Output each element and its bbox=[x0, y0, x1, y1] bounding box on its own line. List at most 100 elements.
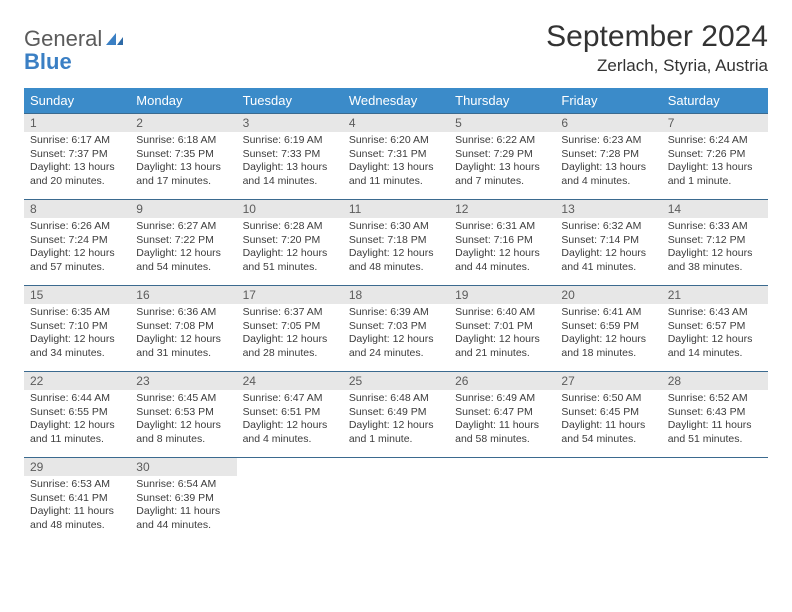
day-content: Sunrise: 6:44 AMSunset: 6:55 PMDaylight:… bbox=[24, 390, 130, 451]
calendar-body: 1Sunrise: 6:17 AMSunset: 7:37 PMDaylight… bbox=[24, 114, 768, 544]
day-number: 1 bbox=[24, 114, 130, 132]
day-number: 13 bbox=[555, 200, 661, 218]
day-cell: 12Sunrise: 6:31 AMSunset: 7:16 PMDayligh… bbox=[449, 200, 555, 286]
day-content: Sunrise: 6:26 AMSunset: 7:24 PMDaylight:… bbox=[24, 218, 130, 279]
day-number: 17 bbox=[237, 286, 343, 304]
day-content: Sunrise: 6:49 AMSunset: 6:47 PMDaylight:… bbox=[449, 390, 555, 451]
calendar-table: Sunday Monday Tuesday Wednesday Thursday… bbox=[24, 88, 768, 544]
weekday-header: Tuesday bbox=[237, 88, 343, 114]
day-number: 11 bbox=[343, 200, 449, 218]
day-number: 28 bbox=[662, 372, 768, 390]
calendar-row: 15Sunrise: 6:35 AMSunset: 7:10 PMDayligh… bbox=[24, 286, 768, 372]
day-cell: 14Sunrise: 6:33 AMSunset: 7:12 PMDayligh… bbox=[662, 200, 768, 286]
day-cell: 15Sunrise: 6:35 AMSunset: 7:10 PMDayligh… bbox=[24, 286, 130, 372]
day-number: 26 bbox=[449, 372, 555, 390]
title-block: September 2024 Zerlach, Styria, Austria bbox=[546, 20, 768, 76]
day-cell: 2Sunrise: 6:18 AMSunset: 7:35 PMDaylight… bbox=[130, 114, 236, 200]
day-content: Sunrise: 6:31 AMSunset: 7:16 PMDaylight:… bbox=[449, 218, 555, 279]
day-cell: 19Sunrise: 6:40 AMSunset: 7:01 PMDayligh… bbox=[449, 286, 555, 372]
day-cell: 29Sunrise: 6:53 AMSunset: 6:41 PMDayligh… bbox=[24, 458, 130, 544]
day-number: 10 bbox=[237, 200, 343, 218]
day-number: 15 bbox=[24, 286, 130, 304]
day-cell: 17Sunrise: 6:37 AMSunset: 7:05 PMDayligh… bbox=[237, 286, 343, 372]
day-content: Sunrise: 6:35 AMSunset: 7:10 PMDaylight:… bbox=[24, 304, 130, 365]
day-number: 12 bbox=[449, 200, 555, 218]
day-number: 21 bbox=[662, 286, 768, 304]
day-cell: 7Sunrise: 6:24 AMSunset: 7:26 PMDaylight… bbox=[662, 114, 768, 200]
logo: General Blue bbox=[24, 28, 124, 74]
day-content: Sunrise: 6:20 AMSunset: 7:31 PMDaylight:… bbox=[343, 132, 449, 193]
empty-cell bbox=[343, 458, 449, 544]
day-content: Sunrise: 6:36 AMSunset: 7:08 PMDaylight:… bbox=[130, 304, 236, 365]
day-content: Sunrise: 6:28 AMSunset: 7:20 PMDaylight:… bbox=[237, 218, 343, 279]
day-number: 9 bbox=[130, 200, 236, 218]
day-content: Sunrise: 6:33 AMSunset: 7:12 PMDaylight:… bbox=[662, 218, 768, 279]
day-cell: 3Sunrise: 6:19 AMSunset: 7:33 PMDaylight… bbox=[237, 114, 343, 200]
day-number: 2 bbox=[130, 114, 236, 132]
day-content: Sunrise: 6:18 AMSunset: 7:35 PMDaylight:… bbox=[130, 132, 236, 193]
day-content: Sunrise: 6:32 AMSunset: 7:14 PMDaylight:… bbox=[555, 218, 661, 279]
logo-sail-icon bbox=[104, 29, 124, 51]
day-content: Sunrise: 6:52 AMSunset: 6:43 PMDaylight:… bbox=[662, 390, 768, 451]
day-cell: 30Sunrise: 6:54 AMSunset: 6:39 PMDayligh… bbox=[130, 458, 236, 544]
day-content: Sunrise: 6:24 AMSunset: 7:26 PMDaylight:… bbox=[662, 132, 768, 193]
day-cell: 8Sunrise: 6:26 AMSunset: 7:24 PMDaylight… bbox=[24, 200, 130, 286]
day-number: 5 bbox=[449, 114, 555, 132]
calendar-row: 22Sunrise: 6:44 AMSunset: 6:55 PMDayligh… bbox=[24, 372, 768, 458]
header: General Blue September 2024 Zerlach, Sty… bbox=[24, 20, 768, 76]
weekday-header: Wednesday bbox=[343, 88, 449, 114]
logo-word2: Blue bbox=[24, 49, 72, 74]
day-number: 27 bbox=[555, 372, 661, 390]
day-cell: 11Sunrise: 6:30 AMSunset: 7:18 PMDayligh… bbox=[343, 200, 449, 286]
month-title: September 2024 bbox=[546, 20, 768, 54]
day-cell: 9Sunrise: 6:27 AMSunset: 7:22 PMDaylight… bbox=[130, 200, 236, 286]
day-cell: 23Sunrise: 6:45 AMSunset: 6:53 PMDayligh… bbox=[130, 372, 236, 458]
day-number: 29 bbox=[24, 458, 130, 476]
day-cell: 6Sunrise: 6:23 AMSunset: 7:28 PMDaylight… bbox=[555, 114, 661, 200]
day-cell: 26Sunrise: 6:49 AMSunset: 6:47 PMDayligh… bbox=[449, 372, 555, 458]
day-cell: 1Sunrise: 6:17 AMSunset: 7:37 PMDaylight… bbox=[24, 114, 130, 200]
weekday-header: Sunday bbox=[24, 88, 130, 114]
day-number: 22 bbox=[24, 372, 130, 390]
day-number: 20 bbox=[555, 286, 661, 304]
weekday-header-row: Sunday Monday Tuesday Wednesday Thursday… bbox=[24, 88, 768, 114]
day-number: 8 bbox=[24, 200, 130, 218]
day-content: Sunrise: 6:37 AMSunset: 7:05 PMDaylight:… bbox=[237, 304, 343, 365]
day-number: 19 bbox=[449, 286, 555, 304]
calendar-row: 8Sunrise: 6:26 AMSunset: 7:24 PMDaylight… bbox=[24, 200, 768, 286]
day-number: 3 bbox=[237, 114, 343, 132]
weekday-header: Friday bbox=[555, 88, 661, 114]
day-number: 30 bbox=[130, 458, 236, 476]
empty-cell bbox=[449, 458, 555, 544]
day-number: 14 bbox=[662, 200, 768, 218]
day-number: 4 bbox=[343, 114, 449, 132]
empty-cell bbox=[662, 458, 768, 544]
day-cell: 10Sunrise: 6:28 AMSunset: 7:20 PMDayligh… bbox=[237, 200, 343, 286]
logo-word1: General bbox=[24, 26, 102, 51]
day-number: 7 bbox=[662, 114, 768, 132]
day-content: Sunrise: 6:43 AMSunset: 6:57 PMDaylight:… bbox=[662, 304, 768, 365]
day-content: Sunrise: 6:53 AMSunset: 6:41 PMDaylight:… bbox=[24, 476, 130, 537]
day-cell: 20Sunrise: 6:41 AMSunset: 6:59 PMDayligh… bbox=[555, 286, 661, 372]
day-cell: 18Sunrise: 6:39 AMSunset: 7:03 PMDayligh… bbox=[343, 286, 449, 372]
day-content: Sunrise: 6:50 AMSunset: 6:45 PMDaylight:… bbox=[555, 390, 661, 451]
day-content: Sunrise: 6:48 AMSunset: 6:49 PMDaylight:… bbox=[343, 390, 449, 451]
weekday-header: Monday bbox=[130, 88, 236, 114]
calendar-row: 1Sunrise: 6:17 AMSunset: 7:37 PMDaylight… bbox=[24, 114, 768, 200]
day-content: Sunrise: 6:39 AMSunset: 7:03 PMDaylight:… bbox=[343, 304, 449, 365]
empty-cell bbox=[555, 458, 661, 544]
logo-text: General Blue bbox=[24, 26, 124, 74]
day-number: 25 bbox=[343, 372, 449, 390]
weekday-header: Saturday bbox=[662, 88, 768, 114]
day-cell: 16Sunrise: 6:36 AMSunset: 7:08 PMDayligh… bbox=[130, 286, 236, 372]
day-cell: 25Sunrise: 6:48 AMSunset: 6:49 PMDayligh… bbox=[343, 372, 449, 458]
weekday-header: Thursday bbox=[449, 88, 555, 114]
day-content: Sunrise: 6:27 AMSunset: 7:22 PMDaylight:… bbox=[130, 218, 236, 279]
day-content: Sunrise: 6:23 AMSunset: 7:28 PMDaylight:… bbox=[555, 132, 661, 193]
day-cell: 24Sunrise: 6:47 AMSunset: 6:51 PMDayligh… bbox=[237, 372, 343, 458]
day-content: Sunrise: 6:40 AMSunset: 7:01 PMDaylight:… bbox=[449, 304, 555, 365]
day-number: 16 bbox=[130, 286, 236, 304]
day-cell: 22Sunrise: 6:44 AMSunset: 6:55 PMDayligh… bbox=[24, 372, 130, 458]
day-content: Sunrise: 6:22 AMSunset: 7:29 PMDaylight:… bbox=[449, 132, 555, 193]
day-number: 23 bbox=[130, 372, 236, 390]
